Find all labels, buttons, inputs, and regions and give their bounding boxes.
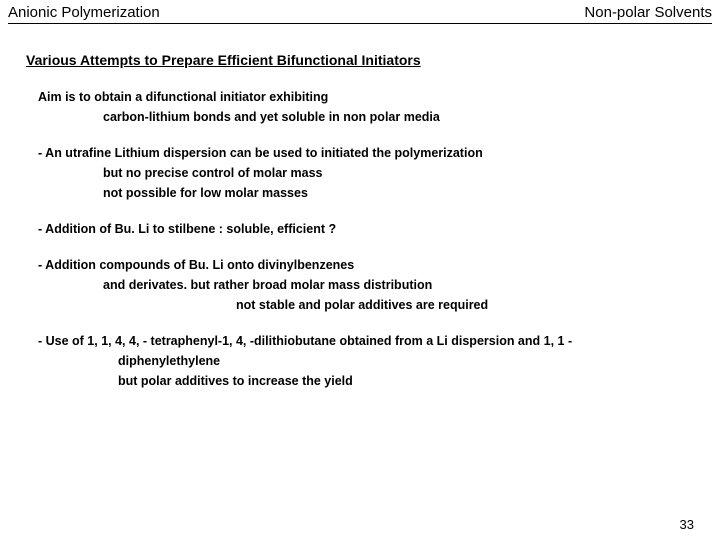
p4-line3: but polar additives to increase the yiel… [118, 374, 712, 388]
p3-line2: and derivates. but rather broad molar ma… [103, 278, 712, 292]
header-left: Anionic Polymerization [8, 4, 160, 21]
slide-header: Anionic Polymerization Non-polar Solvent… [8, 4, 712, 24]
p4-line1: - Use of 1, 1, 4, 4, - tetraphenyl-1, 4,… [38, 334, 712, 348]
point-3: - Addition compounds of Bu. Li onto divi… [8, 258, 712, 312]
p1-line3: not possible for low molar masses [103, 186, 712, 200]
page-number: 33 [680, 517, 694, 532]
header-right: Non-polar Solvents [584, 4, 712, 21]
p1-line1: - An utrafine Lithium dispersion can be … [38, 146, 712, 160]
p1-line2: but no precise control of molar mass [103, 166, 712, 180]
point-2: - Addition of Bu. Li to stilbene : solub… [8, 222, 712, 236]
p4-line2: diphenylethylene [118, 354, 712, 368]
section-title: Various Attempts to Prepare Efficient Bi… [26, 52, 712, 68]
point-1: - An utrafine Lithium dispersion can be … [8, 146, 712, 200]
p2-line1: - Addition of Bu. Li to stilbene : solub… [38, 222, 712, 236]
point-4: - Use of 1, 1, 4, 4, - tetraphenyl-1, 4,… [8, 334, 712, 388]
p3-line3: not stable and polar additives are requi… [236, 298, 712, 312]
aim-line2: carbon-lithium bonds and yet soluble in … [103, 110, 712, 124]
aim-block: Aim is to obtain a difunctional initiato… [8, 90, 712, 124]
p3-line1: - Addition compounds of Bu. Li onto divi… [38, 258, 712, 272]
aim-line1: Aim is to obtain a difunctional initiato… [38, 90, 712, 104]
